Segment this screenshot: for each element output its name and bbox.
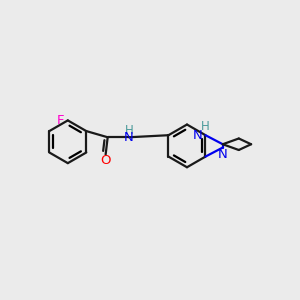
Text: H: H: [201, 121, 210, 134]
Text: H: H: [125, 124, 134, 137]
Text: O: O: [100, 154, 111, 167]
Text: N: N: [218, 148, 228, 161]
Text: N: N: [124, 131, 134, 144]
Text: F: F: [57, 114, 64, 127]
Text: N: N: [193, 129, 203, 142]
